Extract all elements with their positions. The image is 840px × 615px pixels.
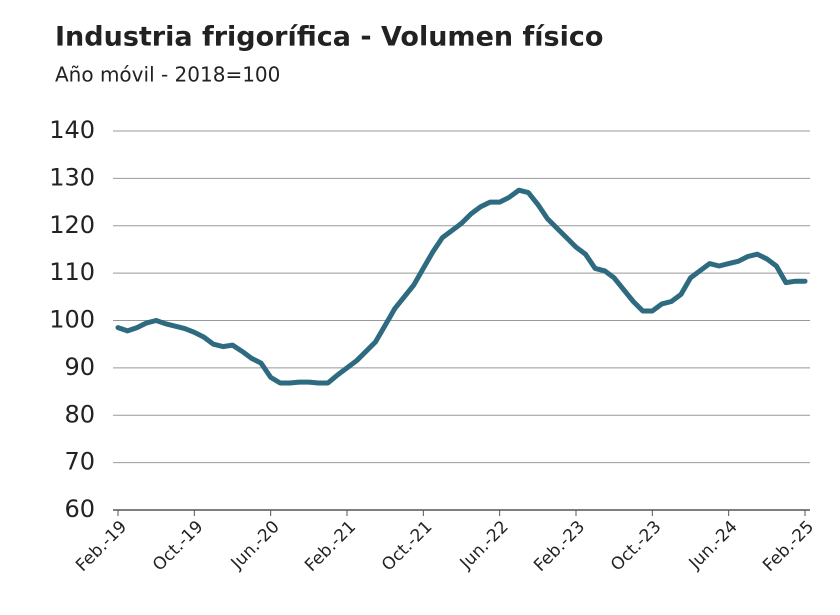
x-tick-label: Oct.-21: [378, 517, 436, 575]
x-tick-label: Oct.-23: [607, 517, 665, 575]
y-tick-label: 80: [64, 400, 95, 428]
y-tick-label: 90: [64, 353, 95, 381]
y-tick-label: 130: [49, 163, 95, 191]
y-tick-label: 100: [49, 306, 95, 334]
x-tick-label: Feb.-19: [72, 517, 131, 576]
chart-subtitle: Año móvil - 2018=100: [55, 63, 280, 87]
x-tick-label: Jun.-20: [227, 517, 284, 574]
chart-title: Industria frigorífica - Volumen físico: [55, 22, 603, 53]
x-tick-label: Jun.-22: [456, 517, 513, 574]
y-tick-label: 140: [49, 116, 95, 144]
data-line: [115, 187, 808, 386]
x-tick-label: Feb.-25: [759, 517, 818, 576]
y-tick-label: 70: [64, 448, 95, 476]
x-tick-label: Oct.-19: [149, 517, 207, 575]
y-tick-label: 60: [64, 495, 95, 523]
x-tick-label: Feb.-23: [530, 517, 589, 576]
y-tick-label: 110: [49, 258, 95, 286]
y-tick-label: 120: [49, 211, 95, 239]
x-tick-label: Jun.-24: [685, 517, 742, 574]
x-tick-label: Feb.-21: [301, 517, 360, 576]
